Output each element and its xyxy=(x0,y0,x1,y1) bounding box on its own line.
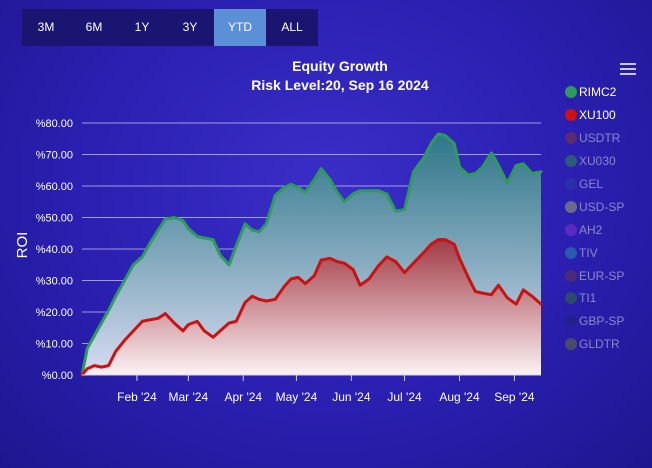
x-tick-label: May '24 xyxy=(276,390,318,404)
y-tick-label: %70.00 xyxy=(36,150,73,162)
y-tick-label: %20.00 xyxy=(36,307,73,319)
legend-item-gbp-sp[interactable]: GBP-SP xyxy=(565,310,624,333)
legend-item-ah2[interactable]: AH2 xyxy=(565,218,624,241)
legend-item-usd-sp[interactable]: USD-SP xyxy=(565,195,624,218)
range-button-all[interactable]: ALL xyxy=(281,20,303,34)
range-button-3m[interactable]: 3M xyxy=(37,20,55,34)
legend-marker-icon xyxy=(565,269,577,282)
range-button-3y[interactable]: 3Y xyxy=(182,20,198,34)
legend-label: USDTR xyxy=(579,131,621,146)
legend-marker-icon xyxy=(565,200,577,213)
legend-marker-icon xyxy=(565,155,577,168)
x-tick-label: Jun '24 xyxy=(332,390,371,404)
legend-marker-icon xyxy=(565,292,577,305)
y-tick-label: %50.00 xyxy=(36,213,73,225)
series-area-xu100 xyxy=(82,239,541,375)
legend-marker-icon xyxy=(565,223,577,236)
legend-label: TIV xyxy=(579,245,598,260)
range-selector: 3M 6M 1Y 3Y YTD ALL xyxy=(22,9,318,46)
legend-marker-icon xyxy=(565,178,577,190)
legend-item-tiv[interactable]: TIV xyxy=(565,241,624,264)
range-button-ytd[interactable]: YTD xyxy=(214,9,266,46)
legend-marker-icon xyxy=(565,315,577,328)
series-line-xu100[interactable] xyxy=(80,238,543,377)
chart-subtitle: Risk Level:20, Sep 16 2024 xyxy=(251,77,429,93)
x-tick-label: Sep '24 xyxy=(494,390,535,404)
legend-item-gel[interactable]: GEL xyxy=(565,173,624,196)
y-tick-label: %60.00 xyxy=(36,181,73,193)
legend-item-usdtr[interactable]: USDTR xyxy=(565,127,624,150)
legend-item-xu030[interactable]: XU030 xyxy=(565,150,624,173)
legend-marker-icon xyxy=(565,246,577,259)
chart-legend: RIMC2 XU100 USDTR XU030 GEL USD-SP AH2 TIV EUR-S… xyxy=(565,81,624,356)
range-button-6m[interactable]: 6M xyxy=(85,20,103,34)
y-tick-label: %80.00 xyxy=(36,118,73,130)
x-tick-label: Apr '24 xyxy=(224,390,262,404)
legend-label: AH2 xyxy=(579,222,603,237)
legend-marker-icon xyxy=(565,109,577,122)
legend-label: TI1 xyxy=(579,291,597,306)
legend-label: GBP-SP xyxy=(579,314,625,329)
legend-item-ti1[interactable]: TI1 xyxy=(565,287,624,310)
x-tick-label: Jul '24 xyxy=(387,390,422,404)
x-tick-label: Aug '24 xyxy=(439,390,480,404)
y-tick-label: %10.00 xyxy=(36,339,73,351)
series-line-rimc2[interactable] xyxy=(80,132,543,377)
x-tick-label: Feb '24 xyxy=(117,390,157,404)
legend-item-gldtr[interactable]: GLDTR xyxy=(565,333,624,356)
legend-label: USD-SP xyxy=(579,199,625,214)
legend-label: RIMC2 xyxy=(579,85,617,100)
legend-marker-icon xyxy=(565,132,577,145)
legend-label: GLDTR xyxy=(579,337,620,352)
hamburger-menu-icon[interactable] xyxy=(620,60,636,78)
y-tick-label: %0.00 xyxy=(42,370,73,382)
y-axis-label: ROI xyxy=(14,232,31,259)
chart-title: Equity Growth xyxy=(292,58,388,74)
legend-label: XU100 xyxy=(579,108,616,123)
legend-label: GEL xyxy=(579,177,604,191)
y-tick-label: %30.00 xyxy=(36,276,73,288)
legend-item-rimc2[interactable]: RIMC2 xyxy=(565,81,624,104)
x-tick-label: Mar '24 xyxy=(169,390,209,404)
legend-item-eur-sp[interactable]: EUR-SP xyxy=(565,264,624,287)
y-tick-label: %40.00 xyxy=(36,244,73,256)
legend-marker-icon xyxy=(565,338,577,351)
range-button-1y[interactable]: 1Y xyxy=(134,20,150,34)
legend-label: XU030 xyxy=(579,154,616,169)
legend-item-xu100[interactable]: XU100 xyxy=(565,104,624,127)
legend-marker-icon xyxy=(565,86,577,99)
legend-label: EUR-SP xyxy=(579,268,625,283)
